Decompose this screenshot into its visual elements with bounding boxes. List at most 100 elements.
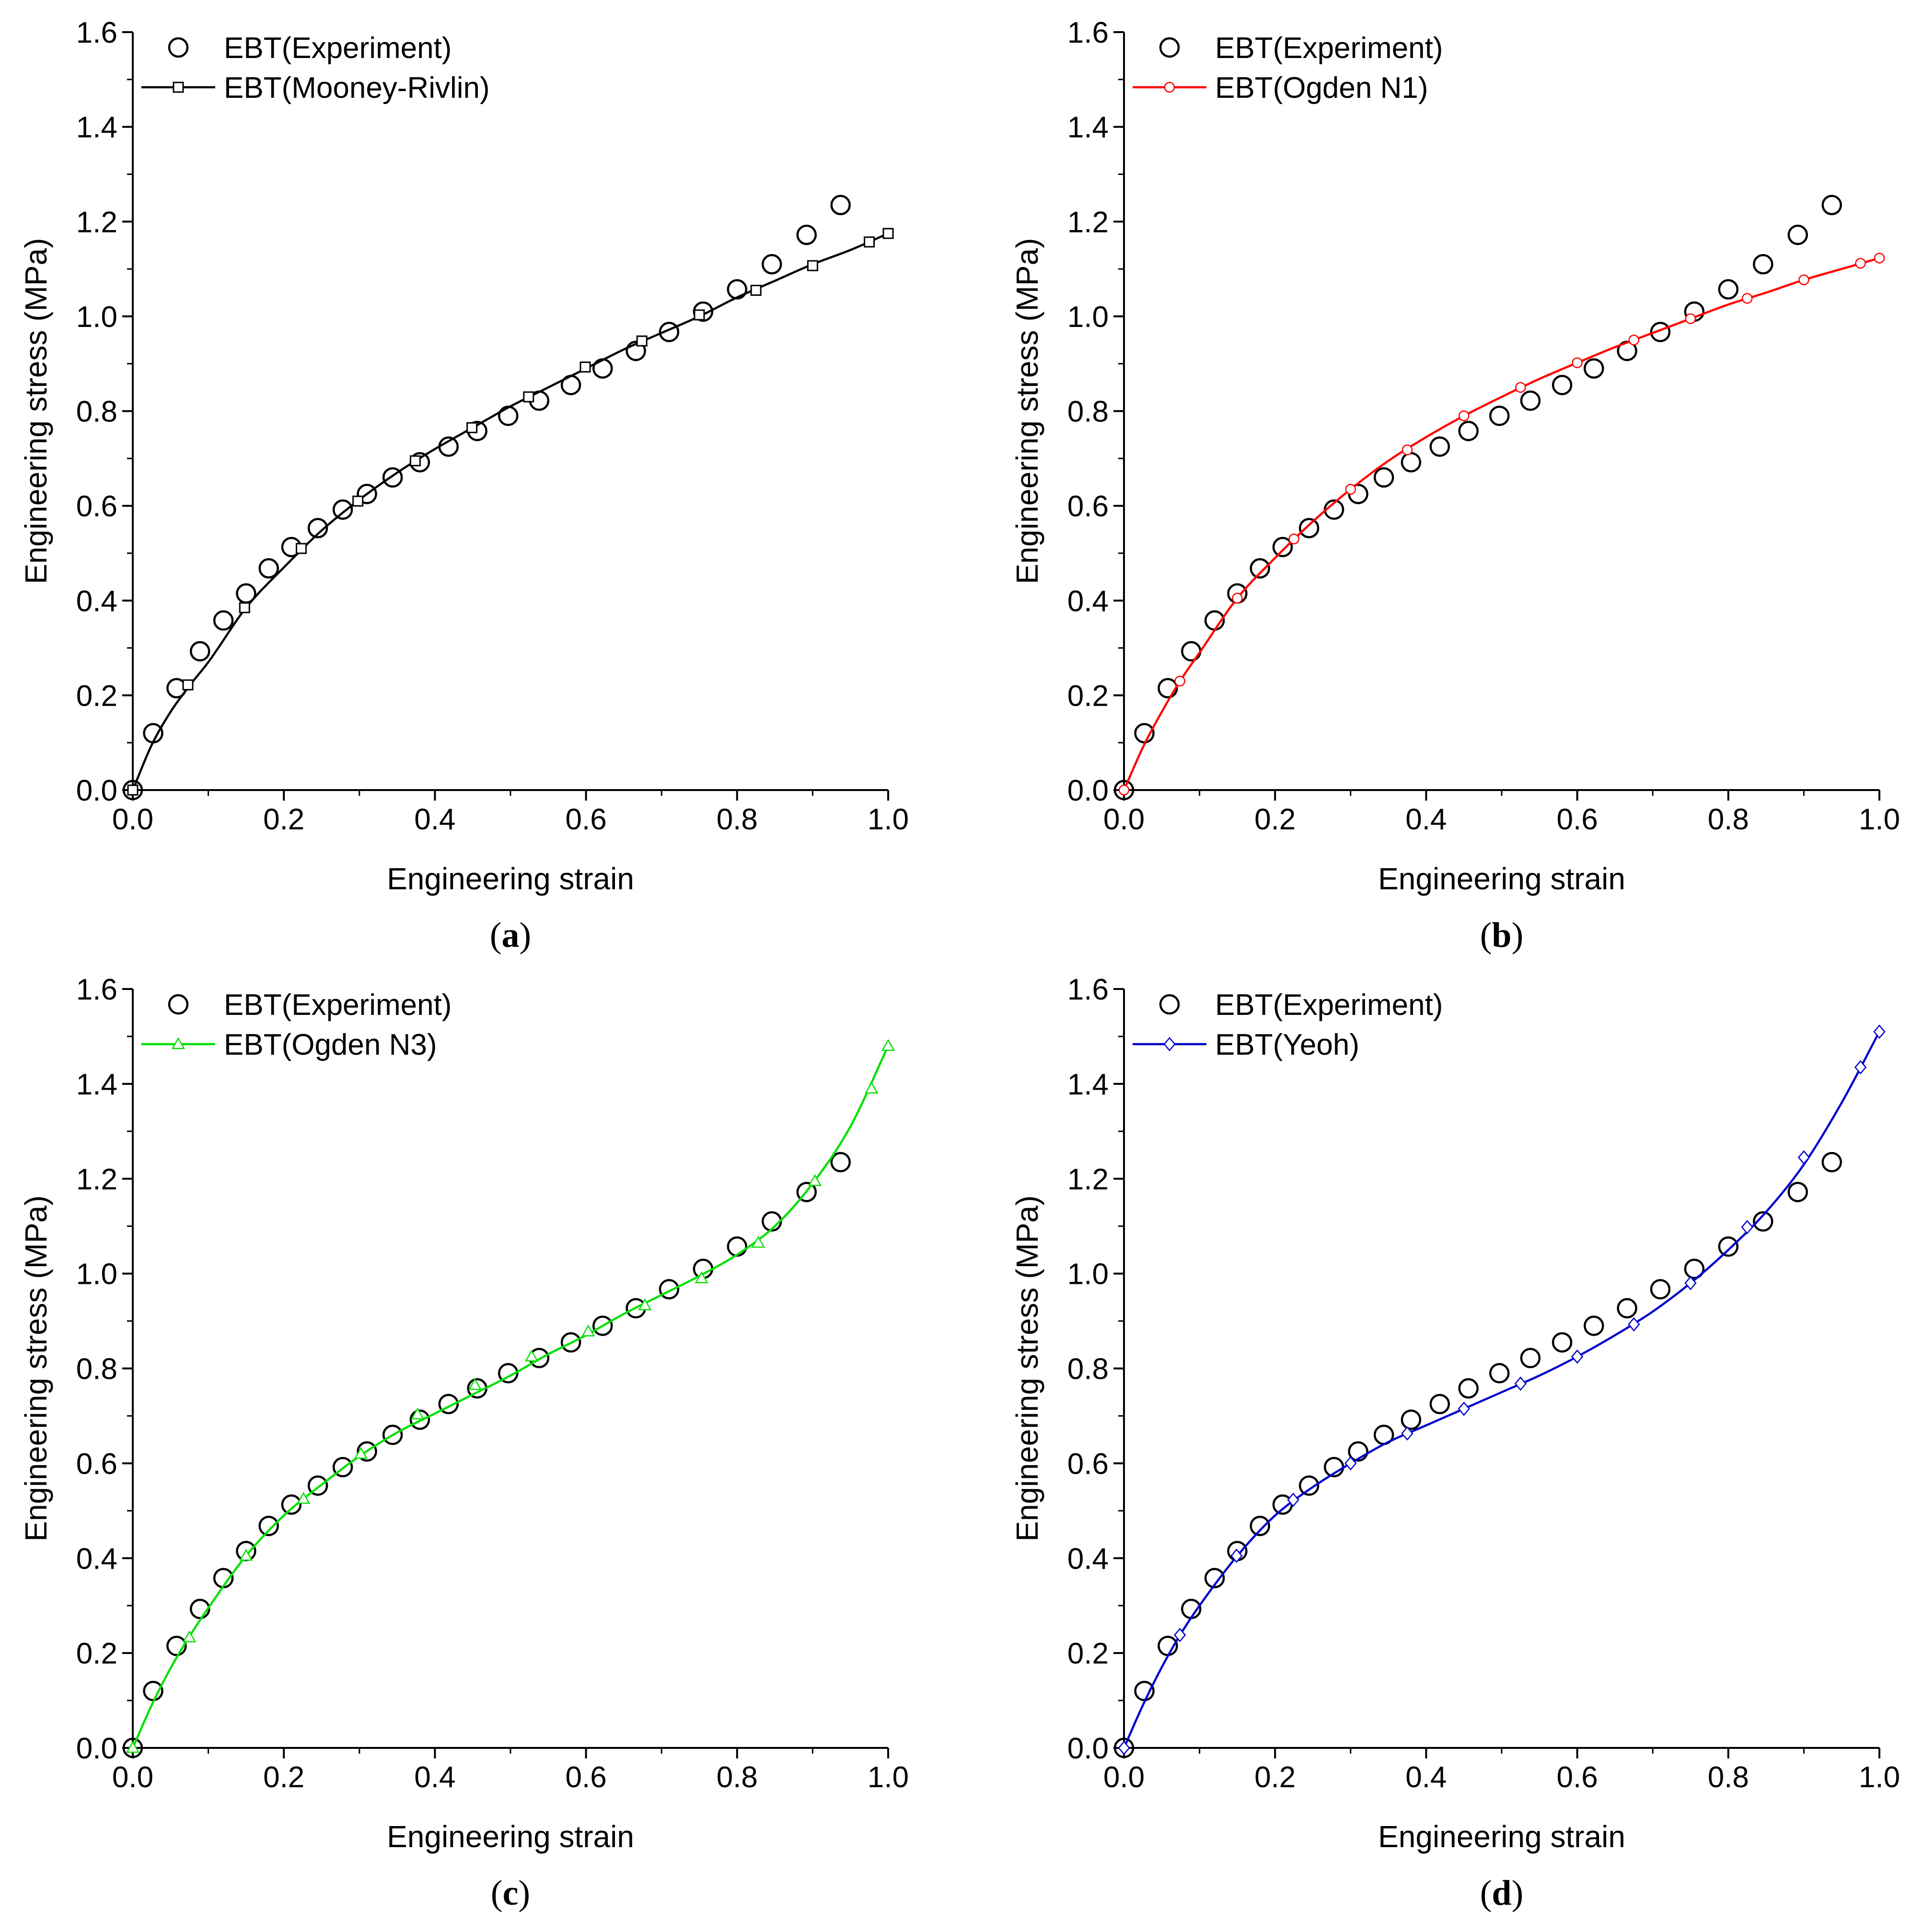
experiment-point-23 <box>762 254 782 275</box>
y-tick-label: 1.0 <box>76 1258 117 1291</box>
experiment-point-0 <box>1113 1737 1135 1758</box>
fit-marker-11 <box>750 285 762 296</box>
experiment-point-10 <box>357 484 377 504</box>
x-tick-label: 0.4 <box>414 803 455 836</box>
experiment-point-8 <box>307 518 328 538</box>
experiment-point-17 <box>1552 1332 1573 1353</box>
y-tick-label: 0.6 <box>76 490 117 523</box>
fit-marker-5 <box>409 455 421 466</box>
fit-marker-9 <box>1628 1317 1640 1332</box>
experiment-point-22 <box>727 279 748 300</box>
experiment-point-25 <box>1821 195 1842 215</box>
legend-marker-swatch-1 <box>171 1037 185 1049</box>
y-tick-label: 0.2 <box>1067 679 1109 712</box>
y-tick-label: 0.0 <box>76 1732 117 1765</box>
x-tick-label: 0.2 <box>263 803 304 836</box>
caption-close-paren: ) <box>1512 1874 1524 1913</box>
x-tick-label: 0.4 <box>1405 803 1447 836</box>
experiment-point-7 <box>281 1494 302 1515</box>
y-tick-label: 0.8 <box>1067 396 1109 429</box>
y-tick-label: 1.2 <box>76 1163 117 1196</box>
experiment-point-2 <box>1158 678 1178 698</box>
fit-marker-6 <box>1458 1401 1470 1416</box>
panel-c: 0.0 0.2 0.4 0.6 0.8 1.0 0.0 0.2 0.4 0.6 0.8 1.0 1.2 1… <box>19 973 909 1913</box>
y-tick-label: 0.4 <box>76 1542 117 1575</box>
x-axis-title: Engineering strain <box>387 1819 634 1854</box>
fit-marker-0 <box>1118 784 1130 796</box>
experiment-point-0 <box>1113 780 1135 801</box>
panel-a: 0.0 0.2 0.4 0.6 0.8 1.0 0.0 0.2 0.4 0.6 0.8 1.0 1.2 1… <box>19 16 909 955</box>
y-tick-label: 0.0 <box>76 774 117 807</box>
panel-caption: (c) <box>491 1874 530 1913</box>
experiment-point-15 <box>498 406 519 426</box>
caption-letter: c <box>503 1874 519 1913</box>
experiment-point-19 <box>626 340 646 361</box>
experiment-point-8 <box>307 1475 328 1496</box>
caption-open-paren: ( <box>490 916 502 955</box>
panel-d: 0.0 0.2 0.4 0.6 0.8 1.0 0.0 0.2 0.4 0.6 0.8 1.0 1.2 1… <box>1010 973 1900 1913</box>
fit-marker-12 <box>1798 274 1809 286</box>
x-tick-label: 0.2 <box>1254 803 1296 836</box>
caption-letter: b <box>1492 916 1511 955</box>
panel-caption: (a) <box>490 916 531 955</box>
experiment-point-25 <box>830 195 851 215</box>
experiment-point-2 <box>166 1636 187 1656</box>
fit-marker-7 <box>524 1350 539 1362</box>
y-tick-label: 1.6 <box>76 973 117 1006</box>
legend-marker-swatch-0 <box>168 37 189 58</box>
fit-marker-9 <box>638 1298 652 1311</box>
experiment-point-16 <box>1520 1348 1541 1368</box>
x-tick-label: 0.6 <box>565 803 606 836</box>
experiment-point-0 <box>122 1737 143 1758</box>
y-axis-title: Engineering stress (MPa) <box>1010 238 1044 584</box>
legend-marker-swatch-1 <box>1163 1037 1176 1051</box>
x-tick-label: 0.0 <box>112 1761 153 1794</box>
legend: EBT(Experiment) EBT(Ogden N3) <box>141 989 452 1061</box>
fit-marker-13 <box>864 236 875 248</box>
experiment-point-13 <box>438 1394 459 1414</box>
fit-marker-8 <box>1571 1349 1584 1364</box>
series-line-1 <box>1118 1024 1886 1755</box>
x-tick-label: 0.6 <box>565 1761 606 1794</box>
fit-marker-8 <box>1572 357 1583 368</box>
experiment-point-22 <box>1718 279 1739 300</box>
legend: EBT(Experiment) EBT(Mooney-Rivlin) <box>141 32 490 105</box>
fit-marker-2 <box>239 1548 253 1561</box>
experiment-point-14 <box>1458 1378 1479 1399</box>
y-tick-label: 0.8 <box>76 396 117 429</box>
y-axis-title: Engineering stress (MPa) <box>19 238 53 584</box>
experiment-point-18 <box>1584 358 1604 379</box>
fit-marker-2 <box>1232 593 1243 604</box>
x-tick-label: 0.2 <box>1254 1761 1296 1794</box>
fit-marker-1 <box>183 1630 197 1642</box>
caption-open-paren: ( <box>491 1874 503 1913</box>
x-tick-label: 1.0 <box>868 1761 909 1794</box>
legend-label: EBT(Experiment) <box>224 989 452 1022</box>
x-tick-label: 1.0 <box>868 803 909 836</box>
y-tick-label: 0.0 <box>1067 1732 1109 1765</box>
legend-label: EBT(Experiment) <box>1215 32 1443 65</box>
x-tick-label: 0.4 <box>1405 1761 1447 1794</box>
fit-marker-8 <box>579 361 591 373</box>
caption-close-paren: ) <box>1512 916 1524 955</box>
fit-marker-10 <box>695 1271 708 1283</box>
fit-marker-14 <box>1873 1024 1886 1039</box>
experiment-point-18 <box>592 1315 613 1336</box>
x-tick-label: 0.0 <box>1103 803 1145 836</box>
panel-caption: (b) <box>1480 916 1523 955</box>
fit-marker-13 <box>1855 257 1866 269</box>
experiment-point-6 <box>1250 1515 1270 1536</box>
fit-marker-6 <box>466 422 478 433</box>
panel-b: 0.0 0.2 0.4 0.6 0.8 1.0 0.0 0.2 0.4 0.6 0.8 1.0 1.2 1… <box>1010 16 1900 955</box>
y-tick-label: 1.6 <box>1067 16 1109 49</box>
legend-marker-swatch-1 <box>1164 81 1175 93</box>
y-tick-label: 1.4 <box>1067 1068 1109 1101</box>
experiment-point-8 <box>1298 1475 1320 1496</box>
series-scatter-0 <box>1113 1152 1842 1758</box>
experiment-point-10 <box>357 1441 377 1462</box>
y-tick-label: 1.6 <box>76 16 117 49</box>
experiment-point-14 <box>1458 420 1479 442</box>
legend-label: EBT(Experiment) <box>224 32 452 65</box>
fit-marker-7 <box>1515 382 1526 393</box>
fit-marker-12 <box>808 1174 822 1186</box>
